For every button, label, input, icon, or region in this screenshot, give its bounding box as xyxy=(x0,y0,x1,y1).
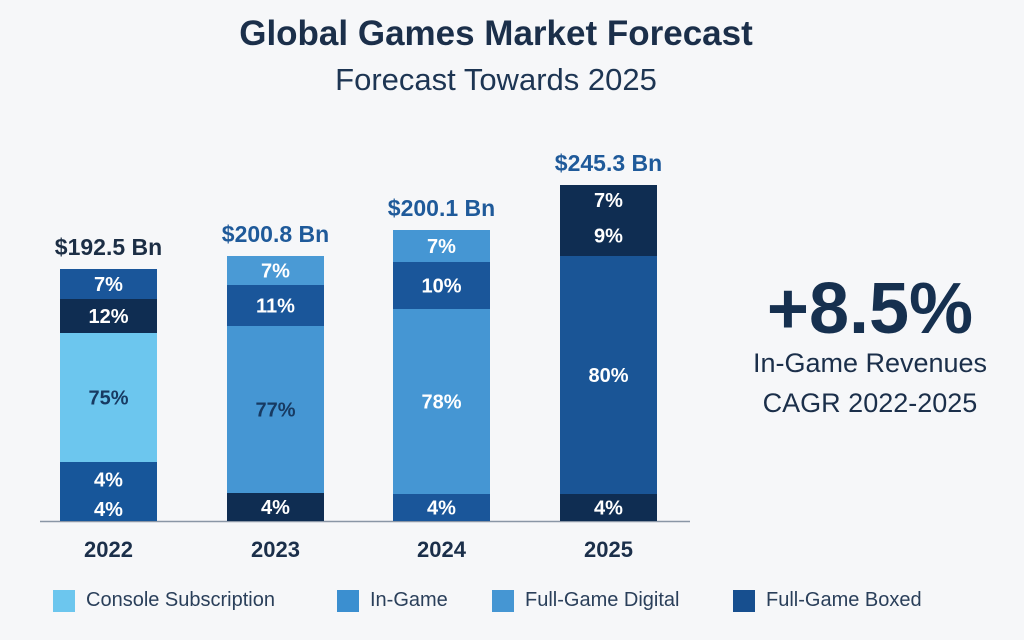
bar-segment-2022-0 xyxy=(60,497,157,521)
legend-label: Full-Game Digital xyxy=(525,589,680,611)
total-label-2022: $192.5 Bn xyxy=(55,234,162,260)
segment-label: 7% xyxy=(94,274,123,296)
cagr-label-line1: In-Game Revenues xyxy=(752,348,988,378)
x-tick-label-2024: 2024 xyxy=(417,537,467,562)
legend-label: Full-Game Boxed xyxy=(766,589,922,611)
bar-segment-2025-3 xyxy=(560,185,657,215)
legend-item-full-game-digital: Full-Game Digital xyxy=(492,589,679,612)
segment-label: 80% xyxy=(588,365,628,387)
bar-segment-2025-1 xyxy=(560,256,657,494)
segment-label: 4% xyxy=(594,498,623,520)
total-label-2023: $200.8 Bn xyxy=(222,221,329,247)
segment-label: 4% xyxy=(261,497,290,519)
segment-label: 7% xyxy=(261,261,290,283)
legend-swatch xyxy=(492,589,514,612)
legend-swatch xyxy=(337,589,359,612)
x-tick-label-2022: 2022 xyxy=(84,537,133,562)
bar-segment-2024-0 xyxy=(393,494,490,521)
legend-swatch xyxy=(53,589,75,612)
bar-segment-2024-2 xyxy=(393,262,490,309)
segment-label: 4% xyxy=(427,498,456,520)
bar-segment-2022-2 xyxy=(60,333,157,462)
segment-label: 77% xyxy=(255,400,295,422)
segment-label: 4% xyxy=(94,470,123,492)
x-tick-label-2025: 2025 xyxy=(584,537,633,562)
bar-segment-2023-3 xyxy=(227,256,324,285)
legend-swatch xyxy=(733,589,755,612)
legend-item-full-game-boxed: Full-Game Boxed xyxy=(733,589,922,612)
segment-label: 78% xyxy=(421,392,461,414)
segment-label: 4% xyxy=(94,499,123,521)
bar-segment-2023-0 xyxy=(227,493,324,521)
legend-item-in-game: In-Game xyxy=(337,589,448,612)
bar-segment-2024-3 xyxy=(393,230,490,262)
segment-label: 9% xyxy=(594,226,623,248)
bar-segment-2024-1 xyxy=(393,309,490,494)
legend-item-console-subscription: Console Subscription xyxy=(53,589,275,612)
segment-label: 75% xyxy=(88,388,128,410)
segment-label: 11% xyxy=(256,296,295,318)
bar-segment-2022-4 xyxy=(60,269,157,299)
bar-segment-2023-1 xyxy=(227,326,324,493)
bar-segment-2023-2 xyxy=(227,285,324,326)
segment-label: 7% xyxy=(427,236,456,258)
bar-segment-2025-0 xyxy=(560,494,657,521)
segment-label: 7% xyxy=(594,190,623,212)
segment-label: 10% xyxy=(421,276,461,298)
segment-label: 12% xyxy=(88,306,128,328)
cagr-value: +8.5% xyxy=(766,269,974,349)
bar-segment-2025-2 xyxy=(560,215,657,256)
chart-subtitle: Forecast Towards 2025 xyxy=(335,62,657,97)
bar-segment-2022-3 xyxy=(60,299,157,333)
cagr-label-line2: CAGR 2022-2025 xyxy=(762,388,978,418)
total-label-2024: $200.1 Bn xyxy=(388,195,495,221)
chart-title: Global Games Market Forecast xyxy=(239,14,753,53)
bar-segment-2022-1 xyxy=(60,462,157,497)
legend-label: Console Subscription xyxy=(86,589,275,611)
legend-label: In-Game xyxy=(370,589,448,611)
total-label-2025: $245.3 Bn xyxy=(555,150,662,176)
x-tick-label-2023: 2023 xyxy=(251,537,300,562)
